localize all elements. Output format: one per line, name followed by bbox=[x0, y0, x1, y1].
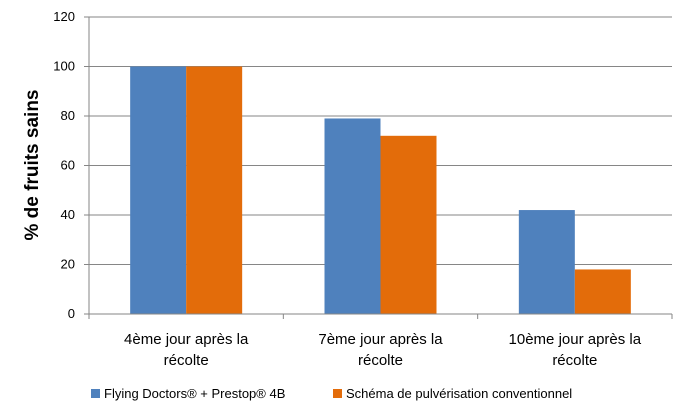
y-tick-label: 120 bbox=[53, 9, 75, 24]
y-tick-label: 100 bbox=[53, 59, 75, 74]
legend-label: Schéma de pulvérisation conventionnel bbox=[346, 386, 572, 401]
bar-conventional bbox=[574, 269, 631, 314]
y-tick-labels: 0 20 40 60 80 100 120 bbox=[53, 9, 75, 321]
x-category-label: 7ème jour après la récolte bbox=[318, 331, 443, 369]
y-tick-label: 0 bbox=[68, 306, 75, 321]
legend-swatch bbox=[333, 389, 342, 398]
x-category-labels: 4ème jour après la récolte 7ème jour après… bbox=[124, 331, 642, 369]
y-tick-label: 20 bbox=[61, 257, 75, 272]
legend-label: Flying Doctors® + Prestop® 4B bbox=[104, 386, 285, 401]
legend: Flying Doctors® + Prestop® 4B Schéma de p… bbox=[91, 386, 572, 401]
y-tick-label: 80 bbox=[61, 108, 75, 123]
bars bbox=[130, 66, 631, 314]
bar-flying-doctors bbox=[130, 66, 187, 314]
y-axis-label: % de fruits sains bbox=[22, 90, 43, 241]
bar-conventional bbox=[380, 135, 437, 314]
legend-swatch bbox=[91, 389, 100, 398]
bar-flying-doctors bbox=[324, 118, 381, 314]
y-tick-label: 40 bbox=[61, 207, 75, 222]
x-category-label: 10ème jour après la récolte bbox=[509, 331, 642, 369]
x-category-label: 4ème jour après la récolte bbox=[124, 331, 249, 369]
y-tick-label: 60 bbox=[61, 158, 75, 173]
bar-conventional bbox=[186, 66, 243, 314]
axes bbox=[84, 16, 673, 319]
bar-flying-doctors bbox=[518, 210, 575, 314]
